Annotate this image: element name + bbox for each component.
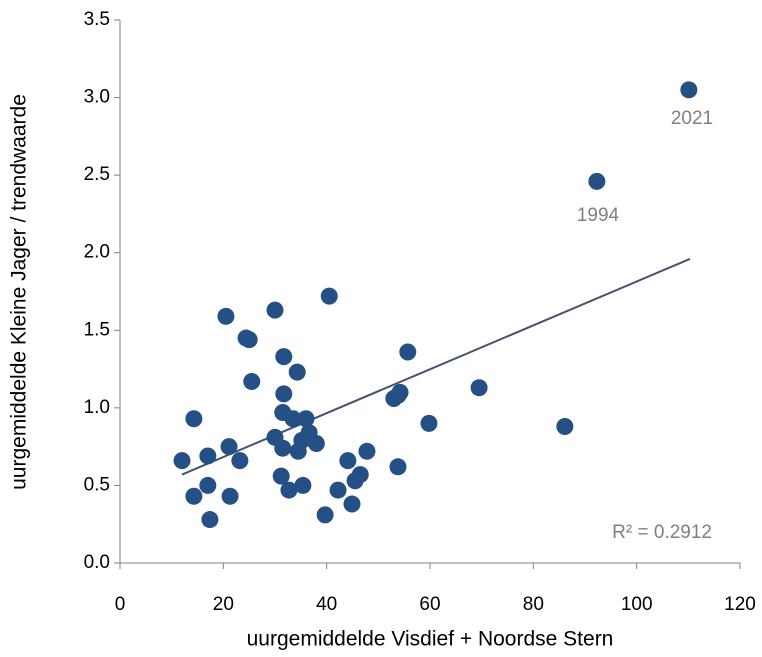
point xyxy=(307,435,325,453)
point xyxy=(588,172,606,190)
point xyxy=(470,379,488,397)
y-tick-label: 0.0 xyxy=(84,552,110,573)
point xyxy=(221,487,239,505)
point xyxy=(343,495,361,513)
y-tick-label: 1.0 xyxy=(84,397,110,418)
point xyxy=(329,481,347,499)
point xyxy=(288,363,306,381)
y-tick-label: 1.5 xyxy=(84,319,110,340)
x-tick-label: 0 xyxy=(115,594,126,615)
point xyxy=(556,417,574,435)
y-tick-label: 2.0 xyxy=(84,242,110,263)
x-tick-label: 80 xyxy=(523,594,544,615)
x-tick-label: 20 xyxy=(213,594,234,615)
point xyxy=(275,348,293,366)
point xyxy=(185,410,203,428)
point xyxy=(217,307,235,325)
x-tick-label: 60 xyxy=(419,594,440,615)
point xyxy=(391,383,409,401)
point xyxy=(320,287,338,305)
point xyxy=(294,476,312,494)
point xyxy=(297,410,315,428)
point xyxy=(266,301,284,319)
point xyxy=(199,447,217,465)
y-tick-label: 3.5 xyxy=(84,9,110,30)
point xyxy=(358,442,376,460)
trendline xyxy=(181,257,691,476)
point xyxy=(220,438,238,456)
x-tick-label: 40 xyxy=(316,594,337,615)
annotation: 1994 xyxy=(577,205,620,226)
y-tick-label: 2.5 xyxy=(84,164,110,185)
point xyxy=(231,452,249,470)
point xyxy=(243,372,261,390)
point xyxy=(280,481,298,499)
point xyxy=(399,343,417,361)
y-axis-title: uurgemiddelde Kleine Jager / trendwaarde xyxy=(8,94,31,490)
point xyxy=(389,458,407,476)
x-tick-label: 120 xyxy=(724,594,756,615)
point xyxy=(680,81,698,99)
point xyxy=(420,414,438,432)
annotation: 2021 xyxy=(671,108,713,129)
point xyxy=(201,511,219,529)
point xyxy=(284,410,302,428)
point xyxy=(339,452,357,470)
point xyxy=(275,385,293,403)
y-tick-label: 0.5 xyxy=(84,474,110,495)
point xyxy=(199,476,217,494)
point xyxy=(351,466,369,484)
point xyxy=(272,467,290,485)
x-tick-label: 100 xyxy=(621,594,653,615)
x-axis-title: uurgemiddelde Visdief + Noordse Stern xyxy=(247,628,614,651)
annotation: R² = 0.2912 xyxy=(612,522,712,543)
point xyxy=(316,506,334,524)
point xyxy=(173,452,191,470)
point xyxy=(240,331,258,349)
point xyxy=(274,439,292,457)
point xyxy=(185,487,203,505)
y-tick-label: 3.0 xyxy=(84,87,110,108)
